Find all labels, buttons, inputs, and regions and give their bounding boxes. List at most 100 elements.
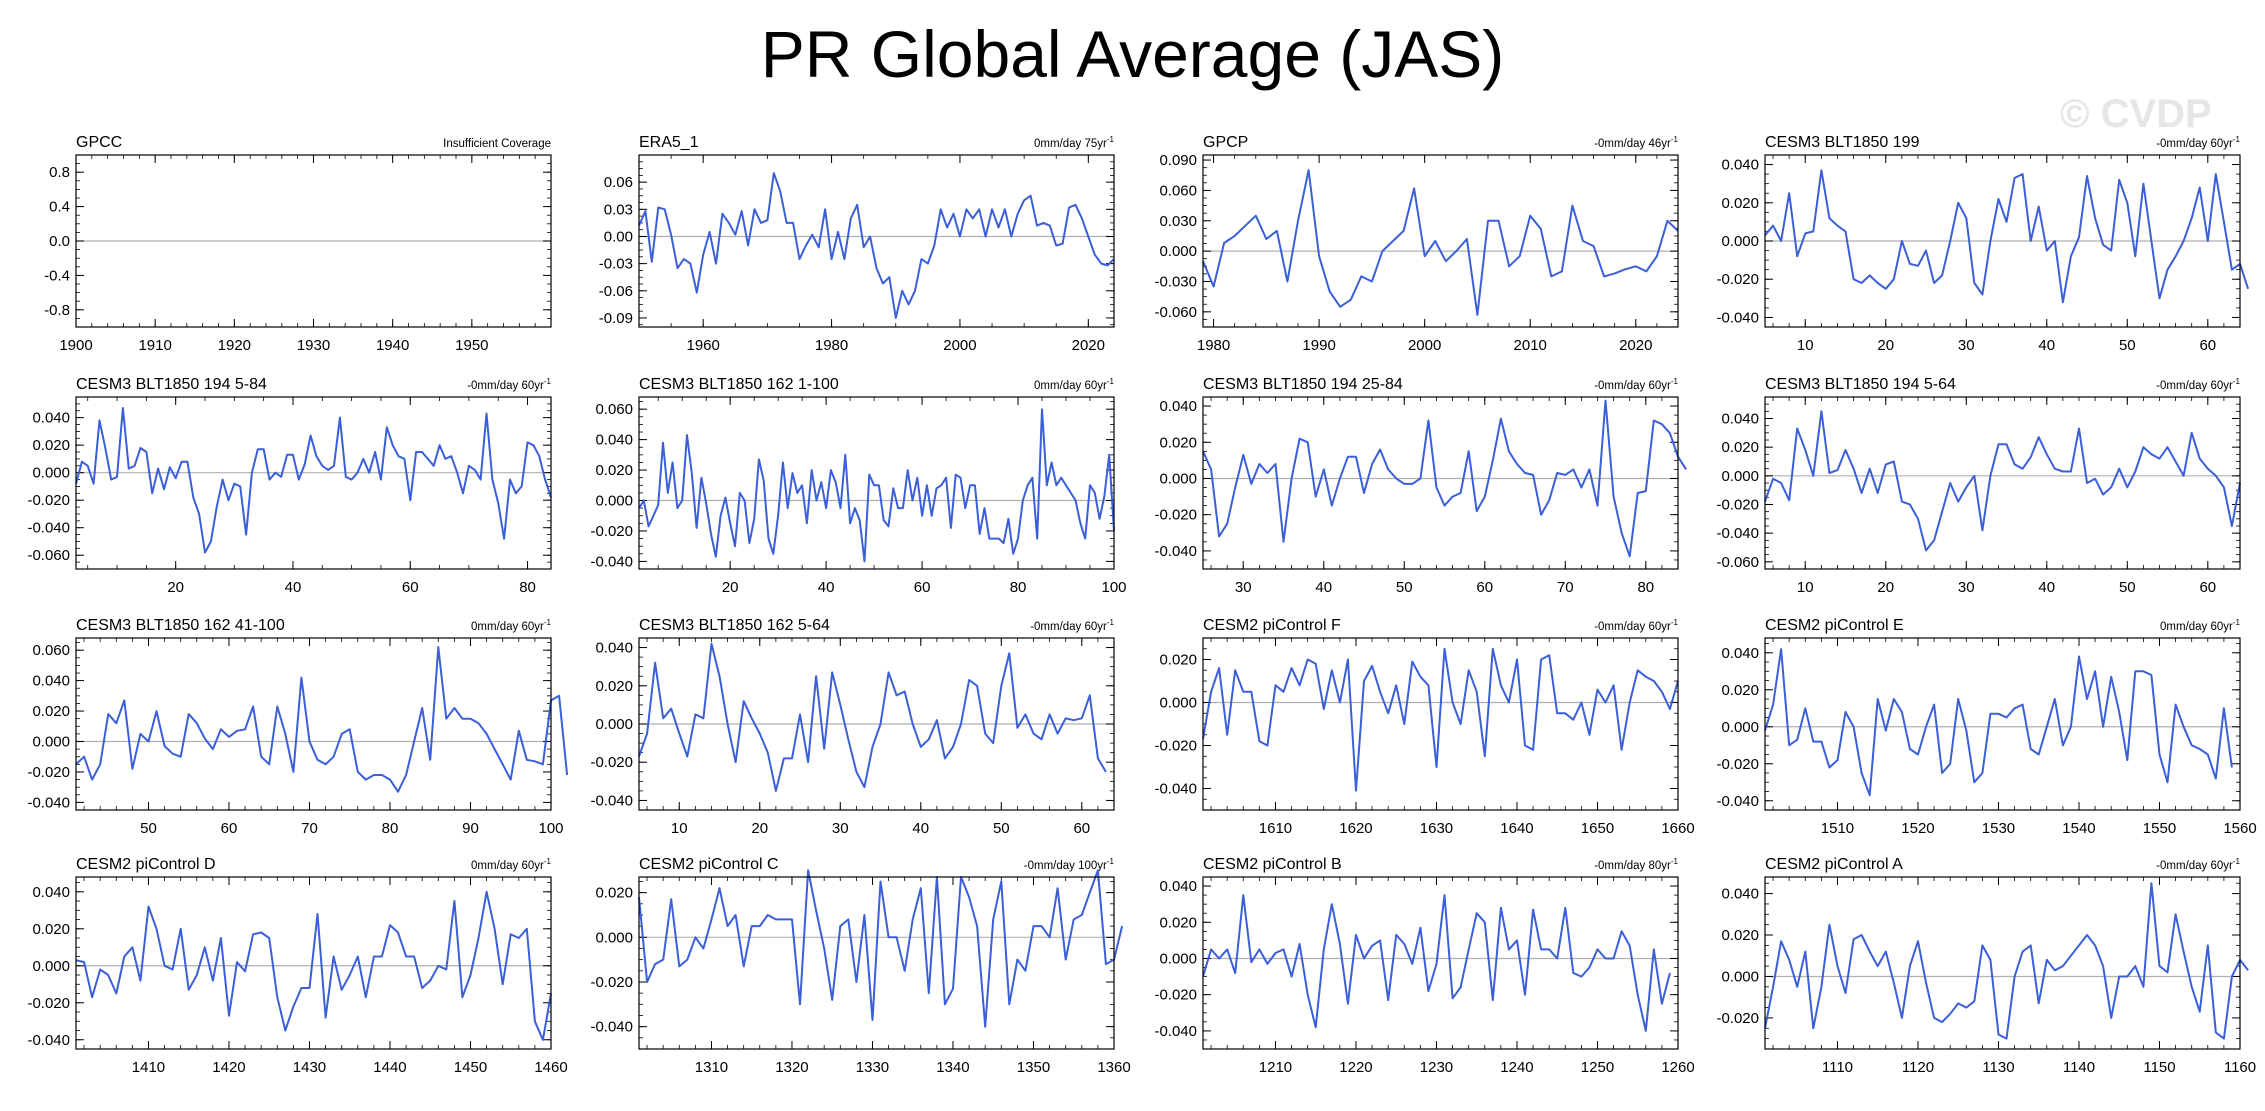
y-tick-label: 0.06	[604, 174, 633, 191]
y-tick-label: -0.040	[27, 520, 70, 537]
panel-title: ERA5_1	[639, 134, 699, 151]
x-tick-label: 80	[1010, 579, 1027, 596]
x-tick-label: 1440	[373, 1059, 406, 1076]
y-tick-label: 0.000	[1721, 468, 1759, 485]
y-tick-label: 0.000	[595, 493, 633, 510]
y-tick-label: 0.040	[595, 432, 633, 449]
chart-panel: CESM2 piControl F -0mm/day 60yr-1 1610 1620…	[1154, 617, 1694, 837]
x-tick-label: 1990	[1302, 337, 1335, 354]
annotation-text: -0mm/day 46yr	[1594, 138, 1671, 150]
y-tick-label: -0.020	[590, 754, 633, 771]
y-tick-label: -0.020	[1154, 507, 1197, 524]
panel-title: CESM2 piControl E	[1765, 617, 1904, 634]
series-line	[75, 646, 569, 793]
panel-annotation: 0mm/day 60yr-1	[2160, 618, 2241, 633]
panel-title: CESM3 BLT1850 194 5-84	[76, 376, 267, 393]
series-line	[75, 890, 552, 1041]
y-tick-label: -0.020	[590, 974, 633, 991]
chart-panel: CESM2 piControl B -0mm/day 80yr-1 1210 1220…	[1154, 856, 1694, 1076]
y-tick-label: -0.060	[1716, 554, 1759, 571]
panel-title: CESM2 piControl F	[1203, 617, 1341, 634]
x-tick-label: 1350	[1017, 1059, 1050, 1076]
x-tick-label: 10	[671, 820, 688, 837]
y-tick-label: -0.040	[590, 553, 633, 570]
annotation-superscript: -1	[1107, 857, 1115, 866]
x-tick-label: 1340	[936, 1059, 969, 1076]
y-tick-label: 0.0	[49, 233, 70, 250]
panel-annotation: Insufficient Coverage	[443, 138, 551, 150]
x-tick-label: 20	[722, 579, 739, 596]
x-tick-label: 1130	[1982, 1059, 2014, 1076]
x-tick-label: 10	[1797, 337, 1814, 354]
x-tick-label: 1520	[1901, 820, 1934, 837]
y-tick-label: 0.020	[32, 921, 70, 938]
x-tick-label: 1530	[1982, 820, 2015, 837]
chart-panel: CESM2 piControl E 0mm/day 60yr-1 1510 1520 1…	[1716, 617, 2256, 837]
panel-annotation: 0mm/day 60yr-1	[471, 857, 552, 872]
series-line	[638, 869, 1124, 1028]
x-tick-label: 1930	[297, 337, 330, 354]
series-line	[75, 407, 552, 554]
y-tick-label: -0.040	[1154, 781, 1197, 798]
x-tick-label: 1410	[132, 1059, 165, 1076]
x-tick-label: 60	[221, 820, 238, 837]
x-tick-label: 1230	[1420, 1059, 1453, 1076]
y-tick-label: 0.020	[32, 437, 70, 454]
y-tick-label: 0.040	[32, 673, 70, 690]
x-tick-label: 30	[1958, 337, 1975, 354]
y-tick-label: 0.040	[1159, 398, 1197, 415]
panel-title: CESM3 BLT1850 194 5-64	[1765, 376, 1956, 393]
x-tick-label: 1430	[293, 1059, 326, 1076]
panel-annotation: -0mm/day 60yr-1	[2156, 857, 2240, 872]
annotation-text: 0mm/day 60yr	[471, 860, 544, 872]
panel-title: CESM2 piControl D	[76, 856, 216, 873]
x-tick-label: 1420	[212, 1059, 245, 1076]
y-tick-label: -0.040	[590, 792, 633, 809]
chart-panel: CESM3 BLT1850 194 5-64 -0mm/day 60yr-1 10 2…	[1716, 376, 2241, 596]
x-tick-label: 100	[1101, 579, 1126, 596]
x-tick-label: 70	[1557, 579, 1574, 596]
x-tick-label: 1140	[2063, 1059, 2095, 1076]
annotation-text: 0mm/day 75yr	[1034, 138, 1107, 150]
y-tick-label: 0.040	[1159, 878, 1197, 895]
y-tick-label: 0.020	[1159, 434, 1197, 451]
x-tick-label: 1210	[1259, 1059, 1292, 1076]
panel-title: CESM2 piControl C	[639, 856, 779, 873]
annotation-superscript: -1	[544, 377, 552, 386]
annotation-superscript: -1	[1671, 135, 1679, 144]
chart-panel: CESM3 BLT1850 162 1-100 0mm/day 60yr-1 20 4…	[590, 376, 1126, 596]
y-tick-label: -0.040	[27, 1032, 70, 1049]
panel-annotation: -0mm/day 60yr-1	[1030, 618, 1114, 633]
y-tick-label: 0.000	[1159, 243, 1197, 260]
x-tick-label: 1550	[2143, 820, 2176, 837]
y-tick-label: 0.020	[1721, 682, 1759, 699]
y-tick-label: 0.060	[1159, 182, 1197, 199]
y-tick-label: 0.020	[1721, 927, 1759, 944]
page-title: PR Global Average (JAS)	[760, 17, 1505, 91]
chart-panel: CESM3 BLT1850 194 25-84 -0mm/day 60yr-1 30…	[1154, 376, 1687, 596]
annotation-superscript: -1	[2233, 857, 2241, 866]
annotation-text: -0mm/day 60yr	[1030, 621, 1107, 633]
plot-frame	[1764, 154, 2241, 328]
x-tick-label: 1510	[1821, 820, 1854, 837]
x-tick-label: 1560	[2223, 820, 2256, 837]
plot-frame	[75, 637, 552, 811]
y-tick-label: -0.020	[1154, 987, 1197, 1004]
plot-frame	[1764, 396, 2241, 570]
plot-frame	[638, 637, 1115, 811]
annotation-text: -0mm/day 60yr	[2156, 380, 2233, 392]
panel-annotation: -0mm/day 46yr-1	[1594, 135, 1678, 150]
x-tick-label: 30	[1958, 579, 1975, 596]
watermark: © CVDP	[2060, 92, 2212, 136]
annotation-superscript: -1	[2233, 135, 2241, 144]
y-tick-label: -0.040	[1154, 1023, 1197, 1040]
x-tick-label: 60	[1073, 820, 1090, 837]
annotation-text: -0mm/day 60yr	[2156, 138, 2233, 150]
plot-frame	[1202, 876, 1679, 1050]
annotation-text: -0mm/day 60yr	[2156, 860, 2233, 872]
x-tick-label: 1910	[138, 337, 171, 354]
y-tick-label: 0.040	[1721, 157, 1759, 174]
y-tick-label: 0.020	[1159, 652, 1197, 669]
panel-annotation: -0mm/day 60yr-1	[1594, 377, 1678, 392]
x-tick-label: 1360	[1097, 1059, 1130, 1076]
